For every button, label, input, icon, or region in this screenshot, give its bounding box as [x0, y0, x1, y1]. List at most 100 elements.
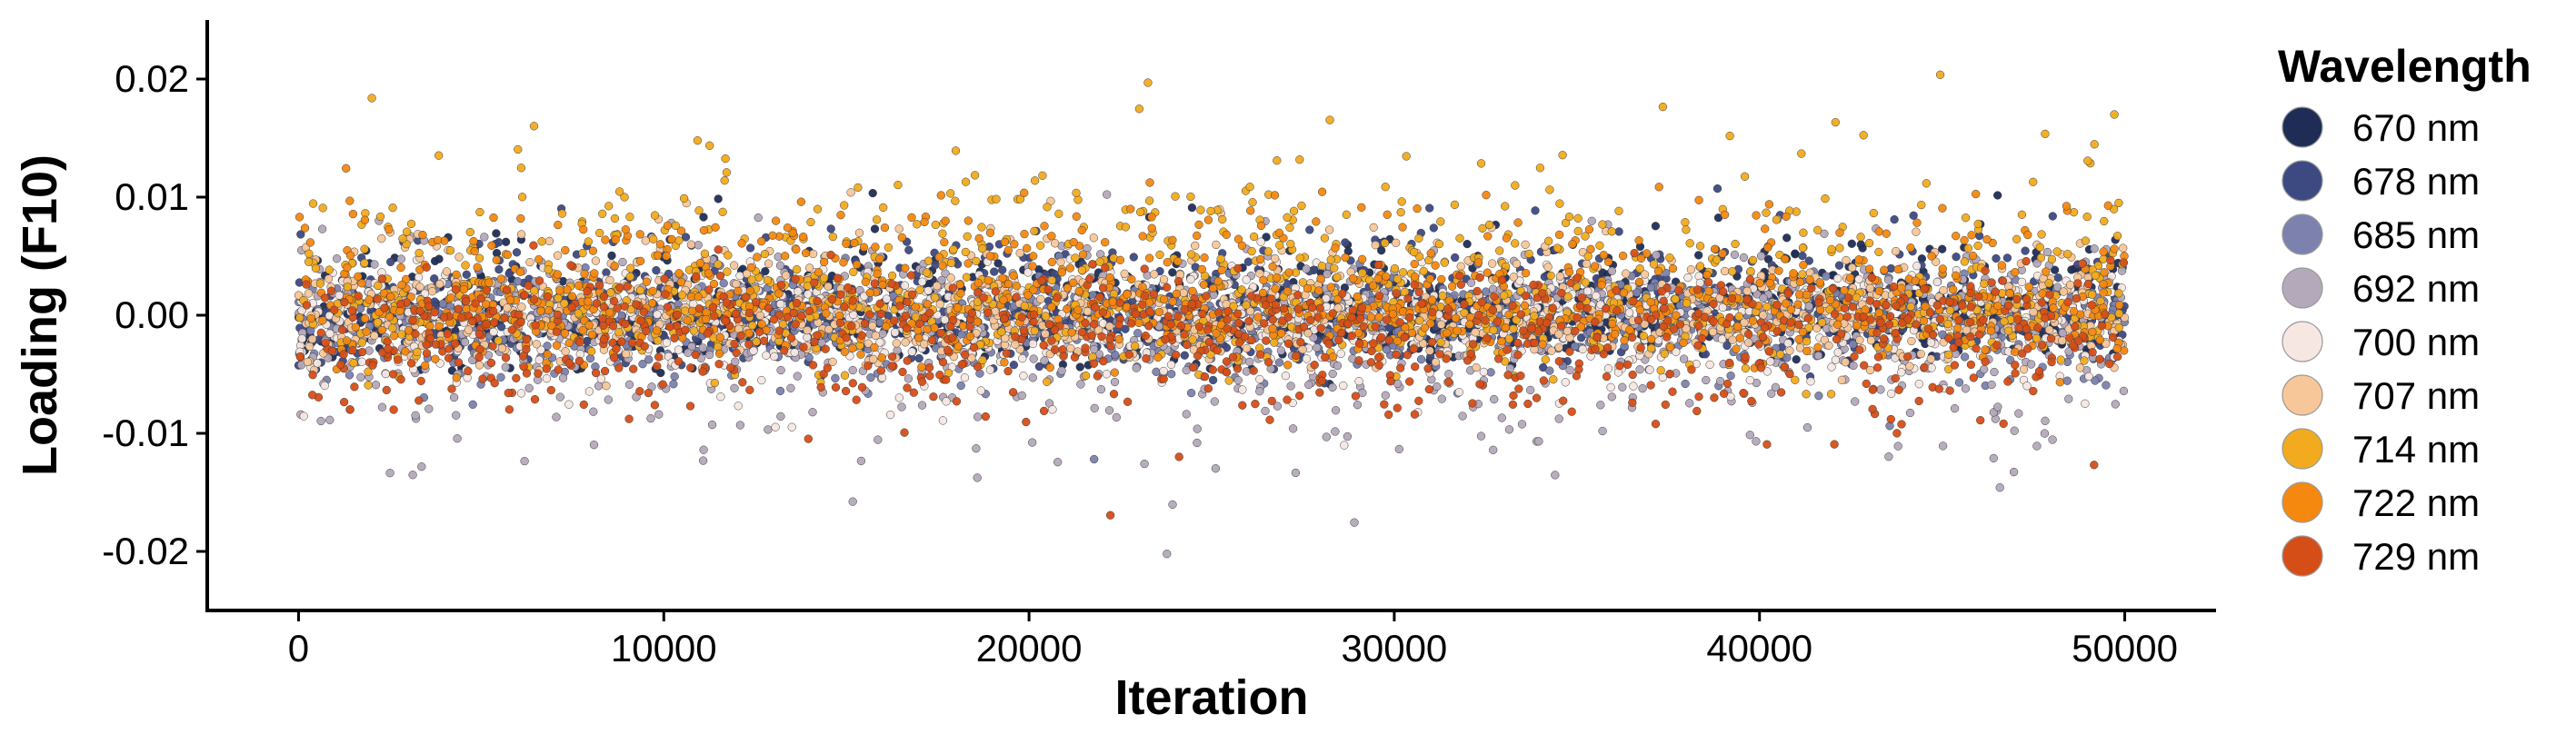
data-point: [1990, 367, 1999, 377]
data-point: [775, 386, 785, 396]
data-point: [985, 365, 995, 374]
data-point: [942, 397, 951, 406]
data-point: [1833, 348, 1842, 357]
data-point: [1849, 361, 1858, 371]
data-point: [1331, 406, 1341, 415]
data-point: [1960, 352, 1970, 362]
data-point: [385, 469, 394, 478]
data-point: [698, 456, 708, 465]
data-point: [2102, 381, 2111, 390]
data-point: [516, 389, 526, 398]
data-point: [1831, 355, 1841, 364]
data-point: [1893, 441, 1902, 451]
data-point: [1333, 361, 1343, 371]
data-point: [960, 373, 970, 382]
data-point: [585, 353, 595, 363]
data-point: [776, 300, 785, 309]
data-point: [1017, 391, 1026, 401]
data-point: [1847, 239, 1856, 248]
data-point: [454, 253, 464, 262]
data-point: [1952, 253, 1961, 262]
data-point: [1715, 376, 1725, 386]
data-point: [732, 279, 741, 289]
data-point: [1739, 253, 1749, 263]
data-point: [558, 373, 568, 382]
data-point: [2040, 429, 2050, 438]
data-point: [555, 392, 564, 402]
data-point: [653, 310, 662, 319]
data-point: [754, 213, 763, 223]
data-point: [764, 259, 774, 268]
data-point: [468, 400, 477, 409]
data-point: [1646, 283, 1656, 293]
data-point: [1354, 376, 1363, 386]
data-point: [1341, 238, 1350, 247]
data-point: [2084, 372, 2093, 382]
data-point: [1606, 382, 1615, 392]
data-point: [1456, 262, 1465, 271]
data-point: [1512, 259, 1522, 269]
data-point: [1129, 253, 1138, 262]
data-point: [1463, 239, 1472, 249]
data-point: [589, 441, 599, 450]
data-point: [1504, 425, 1514, 434]
data-point: [1652, 251, 1661, 260]
data-point: [520, 456, 529, 466]
data-point: [745, 243, 755, 253]
data-point: [320, 381, 329, 391]
data-point: [1884, 452, 1893, 461]
data-point: [316, 416, 325, 426]
data-point: [589, 407, 598, 416]
data-point: [1702, 375, 1711, 385]
data-point: [1322, 432, 1331, 441]
data-point: [1932, 277, 1942, 287]
data-point: [1238, 385, 1247, 394]
data-point: [803, 332, 812, 342]
data-point: [2042, 247, 2052, 257]
data-point: [894, 393, 904, 402]
data-point: [1458, 412, 1467, 421]
data-point: [462, 270, 471, 279]
data-point: [1436, 320, 1446, 329]
data-point: [699, 445, 708, 454]
data-point: [1186, 388, 1196, 398]
data-point: [1302, 354, 1312, 363]
data-point: [1841, 358, 1850, 367]
data-point: [1288, 424, 1298, 433]
data-point: [552, 412, 561, 422]
data-point: [638, 360, 647, 369]
data-point: [2111, 400, 2120, 409]
data-point: [904, 374, 914, 383]
data-point: [1720, 266, 1730, 276]
data-point: [1191, 241, 1200, 251]
data-point: [707, 420, 717, 430]
data-point: [607, 251, 616, 261]
data-point: [2048, 435, 2057, 444]
data-point: [704, 350, 714, 360]
data-point: [1961, 384, 1971, 393]
data-point: [1905, 408, 1915, 418]
data-point: [371, 381, 381, 390]
data-point: [1726, 371, 1735, 381]
data-point: [1927, 363, 1936, 372]
data-point: [1048, 405, 1057, 414]
data-point: [940, 315, 950, 324]
data-point: [334, 291, 344, 300]
data-point: [1245, 357, 1254, 366]
data-point: [729, 261, 739, 270]
data-point: [414, 273, 424, 282]
data-point: [1592, 291, 1601, 301]
data-point: [787, 422, 796, 432]
data-point: [734, 402, 743, 411]
data-point: [1547, 346, 1556, 355]
data-point: [1454, 388, 1463, 397]
data-point: [1742, 286, 1752, 296]
data-point: [408, 471, 417, 480]
data-point: [1381, 391, 1390, 400]
data-point: [776, 412, 785, 422]
data-point: [1767, 389, 1776, 398]
data-point: [1328, 369, 1337, 379]
data-point: [584, 387, 594, 396]
data-point: [1028, 339, 1038, 349]
